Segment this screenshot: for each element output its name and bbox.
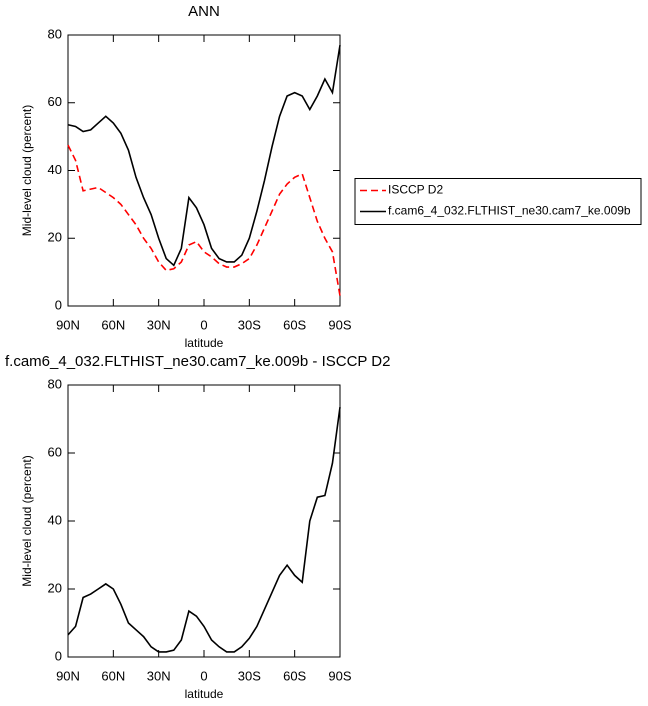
x-tick-label: 0 <box>200 668 207 683</box>
legend-label: ISCCP D2 <box>388 183 443 197</box>
y-axis-label: Mid-level cloud (percent) <box>20 105 34 236</box>
y-tick-label: 0 <box>55 297 62 312</box>
y-tick-label: 0 <box>55 648 62 663</box>
x-axis-label: latitude <box>185 336 224 350</box>
y-tick-label: 20 <box>48 580 62 595</box>
y-tick-label: 40 <box>48 512 62 527</box>
chart-title: f.cam6_4_032.FLTHIST_ne30.cam7_ke.009b -… <box>5 353 390 370</box>
x-tick-label: 30N <box>147 317 171 332</box>
y-tick-label: 20 <box>48 230 62 245</box>
x-tick-label: 30N <box>147 668 171 683</box>
y-tick-label: 80 <box>48 376 62 391</box>
x-tick-label: 90S <box>328 668 351 683</box>
legend-box <box>354 178 642 225</box>
x-tick-label: 60S <box>283 668 306 683</box>
plot-frame <box>67 384 341 658</box>
x-tick-label: 90N <box>56 317 80 332</box>
x-tick-label: 60N <box>101 317 125 332</box>
y-tick-label: 80 <box>48 26 62 41</box>
x-tick-label: 30S <box>238 668 261 683</box>
x-tick-label: 90N <box>56 668 80 683</box>
x-tick-label: 30S <box>238 317 261 332</box>
x-tick-label: 60N <box>101 668 125 683</box>
series-line <box>67 144 341 296</box>
plot-frame <box>67 34 341 307</box>
chart-title: ANN <box>188 3 220 20</box>
y-tick-label: 60 <box>48 444 62 459</box>
y-axis-label: Mid-level cloud (percent) <box>20 455 34 586</box>
legend-label: f.cam6_4_032.FLTHIST_ne30.cam7_ke.009b <box>388 204 631 218</box>
x-tick-label: 0 <box>200 317 207 332</box>
x-tick-label: 90S <box>328 317 351 332</box>
x-tick-label: 60S <box>283 317 306 332</box>
series-line <box>67 406 341 653</box>
y-tick-label: 40 <box>48 162 62 177</box>
y-tick-label: 60 <box>48 94 62 109</box>
series-line <box>67 45 341 267</box>
x-axis-label: latitude <box>185 687 224 701</box>
